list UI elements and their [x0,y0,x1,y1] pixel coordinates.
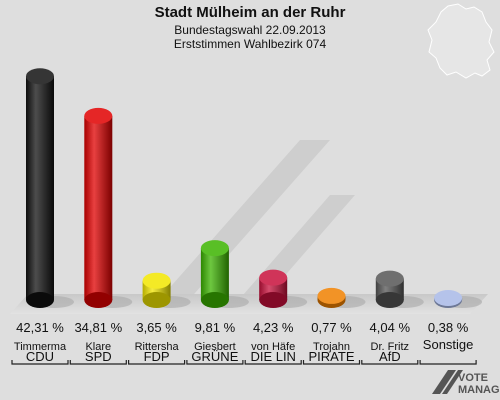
bar-base [375,292,404,308]
bar-top [259,269,288,286]
candidate-label: Timmerma [14,341,67,353]
value-label: 3,65 % [136,320,177,335]
label-bracket [11,360,69,365]
bar-base [142,292,171,308]
candidate-label: Klare [85,341,111,353]
value-label: 9,81 % [195,320,236,335]
label-bracket [186,360,244,365]
background-stripes [150,140,355,310]
value-label: 0,38 % [428,320,469,335]
value-label: 42,31 % [16,320,64,335]
bar-die-lin [259,269,308,308]
bar-spd [84,107,133,308]
bar-body [200,248,229,300]
germany-map-icon [427,3,495,79]
bar-sonstige [434,289,483,308]
party-label: SPD [85,349,112,364]
bar-top [200,240,229,257]
bar-base [259,292,288,308]
candidate-label: Giesbert [194,341,236,353]
chart-title: Stadt Mülheim an der Ruhr [155,4,346,21]
candidate-label: von Häfe [251,341,295,353]
party-label: Sonstige [423,337,474,352]
party-label: GRÜNE [191,349,238,364]
candidate-label: Trojahn [313,341,350,353]
chart-subtitle: Bundestagswahl 22.09.2013 [174,23,326,37]
value-label: 34,81 % [74,320,122,335]
value-label: 4,04 % [370,320,411,335]
label-bracket [302,360,361,365]
vote-manager-logo: VOTE MANAGER [432,370,500,396]
candidate-label: Dr. Fritz [371,341,410,353]
bar-pirate [317,287,366,308]
label-bracket [361,360,419,365]
chart-subtitle-2: Erststimmen Wahlbezirk 074 [174,37,327,51]
party-label: DIE LIN [250,349,296,364]
party-label: AfD [379,349,401,364]
party-label: FDP [144,349,170,364]
bar-cdu [26,68,74,308]
bar-body [26,76,54,300]
vote-manager-text-2: MANAGER [458,384,500,396]
candidate-label: Rittersha [135,341,180,353]
vote-manager-text-1: VOTE [458,372,488,384]
bar-afd [375,270,424,308]
bars-group [26,68,483,308]
label-bracket [244,360,302,365]
label-bracket [69,360,127,365]
bar-top [84,107,113,124]
bar-base [200,292,229,308]
bar-top [142,272,171,289]
bar-base [26,292,54,308]
value-label: 4,23 % [253,320,294,335]
bar-top [26,68,54,85]
label-bracket [128,360,186,365]
bar-top [317,287,346,304]
bar-body [84,115,113,301]
bar-top [434,289,463,306]
label-bracket [419,360,477,365]
bar-gr-ne [200,240,249,308]
bar-top [375,270,404,287]
party-label: CDU [26,349,54,364]
value-label: 0,77 % [311,320,352,335]
party-label: PIRATE [309,349,355,364]
bar-base [84,292,113,308]
bar-fdp [142,272,191,308]
